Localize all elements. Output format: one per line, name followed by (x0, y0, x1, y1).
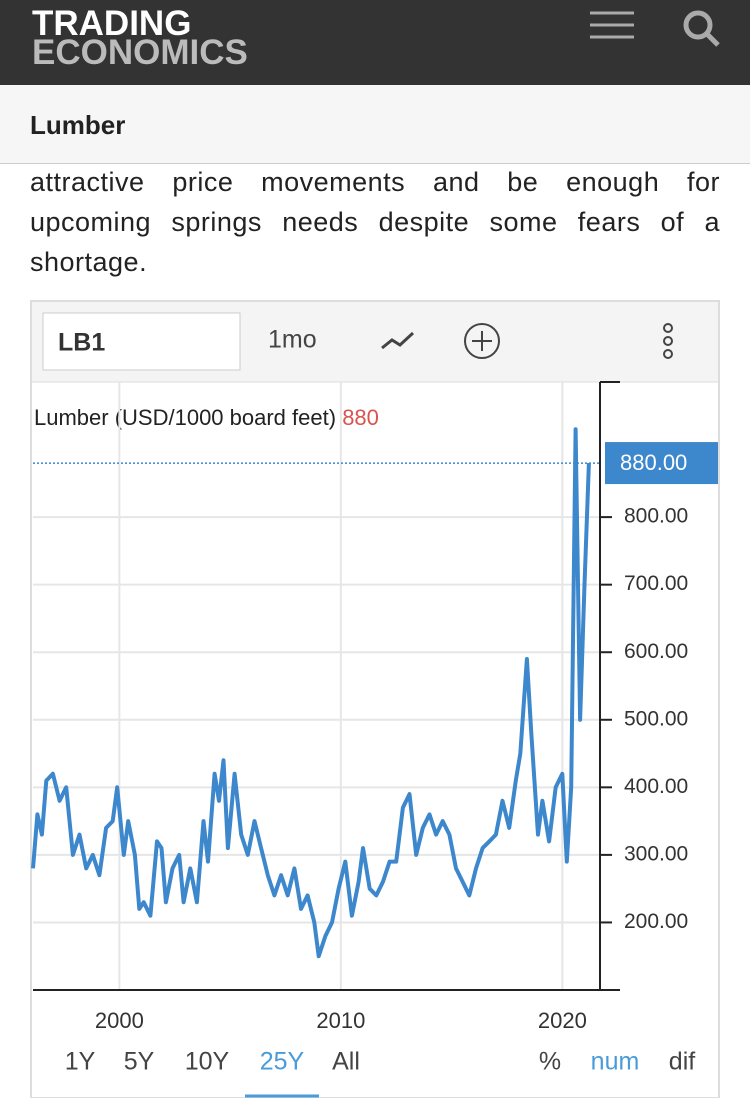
paragraph-line: shortage. (30, 247, 148, 277)
paragraph-line: upcoming springs needs despite some fear… (30, 207, 720, 237)
y-tick-label: 500.00 (624, 707, 688, 730)
chart-type-icon[interactable] (381, 331, 415, 350)
title-band: Lumber (0, 85, 750, 164)
range-button[interactable]: 1Y (65, 1048, 96, 1076)
chart-frame (30, 300, 720, 1098)
search-icon[interactable] (683, 10, 720, 47)
x-tick-label: 2020 (538, 1008, 587, 1033)
header: TRADING ECONOMICS (0, 0, 750, 85)
symbol[interactable]: LB1 (58, 329, 105, 357)
paragraph-line: attractive price movements and be enough… (30, 167, 720, 197)
series-title-text: Lumber (USD/1000 board feet) (34, 405, 336, 430)
x-tick-label: 2010 (316, 1008, 365, 1033)
y-tick-label: 300.00 (624, 842, 688, 865)
range-button[interactable]: 25Y (260, 1048, 305, 1076)
series-title-value: 880 (342, 405, 379, 430)
current-tag (605, 442, 718, 485)
mode-button[interactable]: num (591, 1048, 640, 1076)
y-tick-label: 600.00 (624, 640, 688, 663)
mode-button[interactable]: % (539, 1048, 561, 1076)
mode-button[interactable]: dif (669, 1048, 695, 1076)
logo-top[interactable]: TRADING (32, 4, 192, 43)
series-title: Lumber (USD/1000 board feet) 880 (34, 405, 379, 430)
header-icons (590, 10, 720, 47)
price-line (31, 427, 591, 959)
range-button[interactable]: 5Y (124, 1048, 155, 1076)
y-tick-label: 400.00 (624, 775, 688, 798)
interval[interactable]: 1mo (268, 326, 317, 354)
x-tick-label: 2000 (95, 1008, 144, 1033)
add-icon[interactable] (464, 323, 500, 359)
y-tick-label: 700.00 (624, 572, 688, 595)
range-button[interactable]: All (332, 1048, 360, 1076)
symbol-box[interactable] (42, 312, 241, 371)
page-title: Lumber (30, 110, 126, 140)
more-icon[interactable] (663, 323, 673, 359)
y-tick-label: 800.00 (624, 505, 688, 528)
range-button[interactable]: 10Y (185, 1048, 230, 1076)
y-tick-label: 200.00 (624, 910, 688, 933)
paragraph: attractive price movements and be enough… (30, 162, 720, 282)
menu-icon[interactable] (590, 11, 634, 39)
logo-bottom[interactable]: ECONOMICS (32, 33, 248, 72)
current-label: 880.00 (620, 450, 687, 475)
